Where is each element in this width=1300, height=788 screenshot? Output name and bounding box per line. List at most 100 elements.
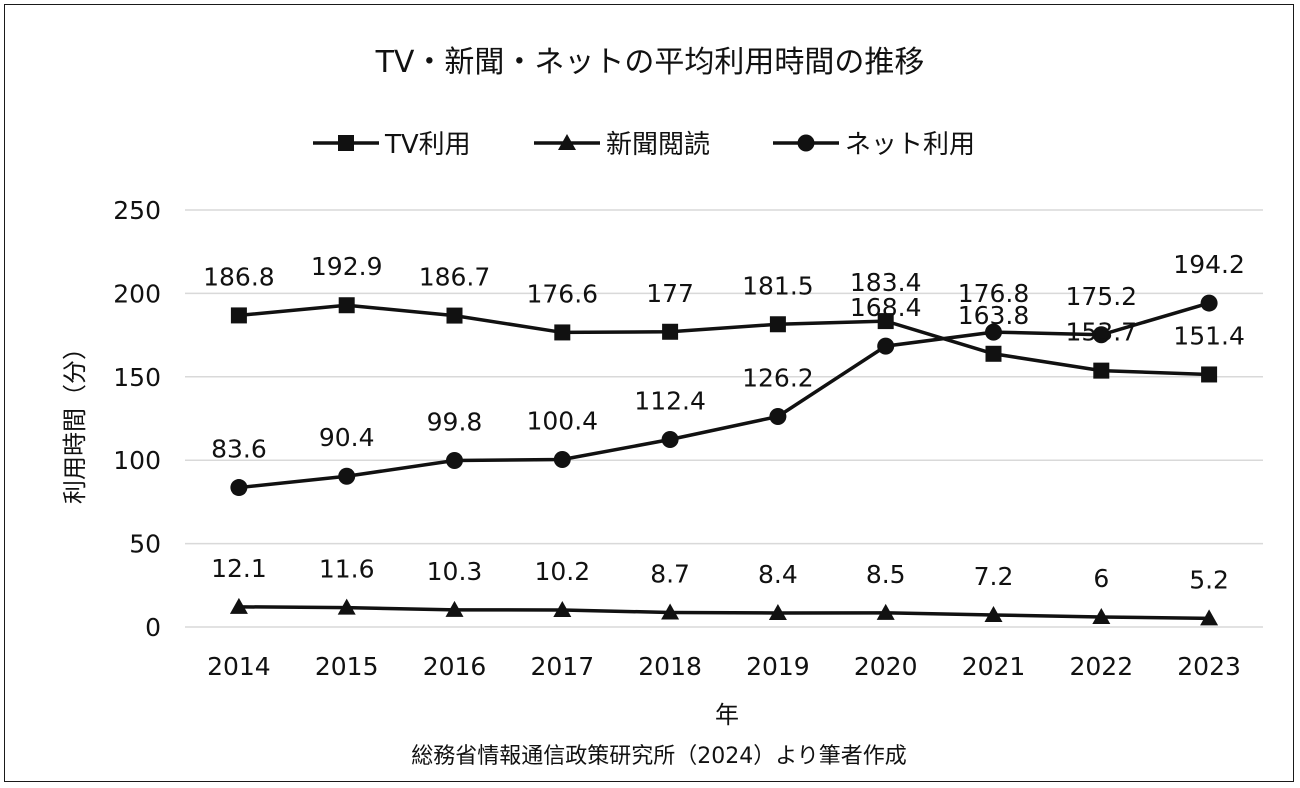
data-point bbox=[985, 345, 1002, 362]
x-tick-label: 2021 bbox=[962, 652, 1026, 681]
y-tick-label: 150 bbox=[113, 363, 161, 392]
data-label: 10.2 bbox=[534, 557, 590, 586]
data-point bbox=[661, 431, 679, 449]
x-tick-label: 2022 bbox=[1069, 652, 1133, 681]
y-tick-label: 200 bbox=[113, 279, 161, 308]
data-label: 192.9 bbox=[311, 252, 383, 281]
data-point bbox=[662, 323, 679, 340]
data-label: 175.2 bbox=[1066, 282, 1138, 311]
x-axis-title: 年 bbox=[715, 701, 739, 729]
data-point bbox=[229, 597, 248, 614]
x-axis-ticks: 2014 2015 2016 2017 2018 2019 2020 2021 2022 2023 bbox=[207, 652, 1241, 681]
data-label: 100.4 bbox=[527, 407, 599, 436]
data-point bbox=[1092, 607, 1111, 624]
data-point bbox=[230, 479, 248, 497]
y-tick-label: 0 bbox=[145, 613, 161, 642]
legend-item: 新聞閲読 bbox=[534, 130, 710, 160]
data-point bbox=[338, 467, 356, 485]
data-labels: 186.8 192.9 186.7 176.6 177 181.5 183.4 163.8 15… bbox=[203, 250, 1245, 594]
x-tick-label: 2016 bbox=[423, 652, 487, 681]
data-label: 183.4 bbox=[850, 268, 922, 297]
x-tick-label: 2015 bbox=[315, 652, 379, 681]
data-point bbox=[1093, 362, 1110, 379]
series-line bbox=[238, 301, 1210, 490]
source-note: 総務省情報通信政策研究所（2024）より筆者作成 bbox=[411, 744, 907, 769]
data-point bbox=[876, 603, 895, 620]
data-point bbox=[230, 307, 247, 324]
data-label: 8.4 bbox=[758, 560, 798, 589]
data-point bbox=[769, 407, 787, 425]
legend-marker bbox=[797, 134, 815, 152]
data-label: 181.5 bbox=[742, 271, 814, 300]
series-line bbox=[238, 303, 1210, 377]
y-axis-title: 利用時間（分） bbox=[61, 336, 89, 504]
data-point bbox=[769, 316, 786, 333]
data-point bbox=[768, 603, 787, 620]
series-layer bbox=[229, 294, 1219, 626]
data-label: 11.6 bbox=[319, 555, 375, 584]
data-point bbox=[877, 337, 895, 355]
data-point bbox=[984, 605, 1003, 622]
data-point bbox=[1092, 326, 1110, 344]
chart-frame: TV・新聞・ネットの平均利用時間の推移 TV利用 新聞閲読 ネット利用 0 50 100… bbox=[4, 4, 1294, 782]
x-tick-label: 2014 bbox=[207, 652, 271, 681]
data-point bbox=[445, 600, 464, 617]
x-tick-label: 2020 bbox=[854, 652, 918, 681]
data-label: 8.7 bbox=[650, 559, 690, 588]
data-label: 10.3 bbox=[427, 557, 483, 586]
legend: TV利用 新聞閲読 ネット利用 bbox=[313, 130, 975, 160]
data-point bbox=[1201, 366, 1218, 383]
data-label: 153.7 bbox=[1066, 318, 1138, 347]
data-label: 7.2 bbox=[974, 562, 1014, 591]
x-tick-label: 2018 bbox=[638, 652, 702, 681]
y-tick-label: 250 bbox=[113, 196, 161, 225]
data-point bbox=[1200, 294, 1218, 312]
data-point bbox=[446, 452, 463, 470]
data-label: 112.4 bbox=[634, 387, 706, 416]
data-label: 168.4 bbox=[850, 293, 922, 322]
data-label: 83.6 bbox=[211, 435, 267, 464]
data-point bbox=[446, 307, 463, 324]
legend-label: ネット利用 bbox=[845, 130, 975, 160]
data-label: 163.8 bbox=[958, 301, 1030, 330]
data-point bbox=[1200, 609, 1219, 626]
gridlines bbox=[185, 209, 1263, 628]
y-tick-label: 50 bbox=[129, 530, 161, 559]
y-tick-label: 100 bbox=[113, 446, 161, 475]
data-point bbox=[985, 323, 1002, 341]
data-label: 151.4 bbox=[1173, 321, 1245, 350]
data-point bbox=[553, 600, 572, 617]
data-label: 176.8 bbox=[958, 279, 1030, 308]
data-label: 6 bbox=[1093, 564, 1109, 593]
data-label: 176.6 bbox=[527, 279, 599, 308]
legend-label: 新聞閲読 bbox=[606, 130, 710, 160]
line-chart: TV・新聞・ネットの平均利用時間の推移 TV利用 新聞閲読 ネット利用 0 50 100… bbox=[61, 45, 1263, 769]
data-point bbox=[338, 297, 355, 314]
data-label: 99.8 bbox=[427, 408, 483, 437]
legend-item: ネット利用 bbox=[773, 130, 975, 160]
data-point bbox=[337, 598, 356, 615]
legend-marker bbox=[558, 134, 576, 150]
data-label: 177 bbox=[646, 279, 694, 308]
data-label: 194.2 bbox=[1173, 250, 1245, 279]
data-label: 5.2 bbox=[1189, 565, 1229, 594]
data-label: 186.8 bbox=[203, 262, 275, 291]
y-axis-ticks: 0 50 100 150 200 250 bbox=[113, 196, 161, 642]
x-tick-label: 2023 bbox=[1177, 652, 1241, 681]
data-label: 90.4 bbox=[319, 423, 375, 452]
chart-title: TV・新聞・ネットの平均利用時間の推移 bbox=[375, 45, 925, 80]
data-point bbox=[554, 324, 571, 341]
data-label: 8.5 bbox=[866, 560, 906, 589]
legend-label: TV利用 bbox=[384, 130, 471, 160]
data-label: 12.1 bbox=[211, 554, 267, 583]
series-line bbox=[238, 605, 1210, 621]
legend-marker bbox=[338, 135, 354, 151]
x-tick-label: 2019 bbox=[746, 652, 810, 681]
data-point bbox=[661, 603, 680, 620]
data-point bbox=[553, 451, 571, 469]
legend-item: TV利用 bbox=[313, 130, 471, 160]
data-point bbox=[877, 313, 894, 330]
x-tick-label: 2017 bbox=[530, 652, 594, 681]
data-label: 126.2 bbox=[742, 363, 814, 392]
data-label: 186.7 bbox=[419, 263, 491, 292]
